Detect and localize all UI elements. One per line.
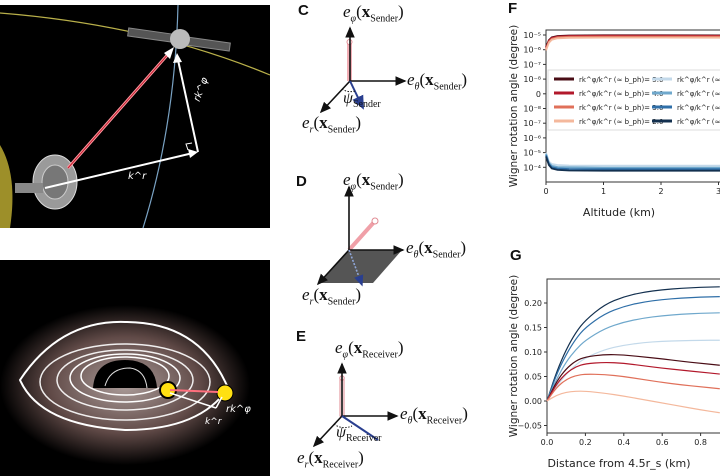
- y-axis-label: Wigner rotation angle (degree): [508, 275, 520, 437]
- black-hole-illustration: k^r rk^φ: [0, 260, 270, 476]
- kr-label: k^r: [128, 171, 147, 182]
- legend-label: rk^φ/k^r (≈ b_ph)=: [677, 118, 720, 126]
- series-line-4: [545, 36, 720, 51]
- y-tick-label: 0: [536, 90, 541, 99]
- x-axis-label: Altitude (km): [583, 206, 655, 219]
- label-c-ephi: eφ(xSender): [343, 2, 404, 25]
- tangent-plane: [320, 250, 402, 283]
- panel-label-e: E: [296, 328, 307, 345]
- legend-label: rk^φ/k^r (≈ b_ph)= 4.0: [579, 90, 663, 98]
- series-line-3: [546, 312, 720, 402]
- receiver-dot: [216, 384, 234, 402]
- x-tick-label: 1: [601, 187, 606, 196]
- label-e-psi: ψReceiver: [336, 424, 382, 445]
- series-line-4: [546, 339, 720, 402]
- signal-arrow: [169, 389, 219, 393]
- basis-vector-diagrams: [312, 26, 407, 448]
- y-tick-label: 0.05: [524, 373, 542, 382]
- x-tick-label: 0.8: [694, 438, 707, 447]
- series-line-8: [546, 390, 720, 414]
- label-e-ephi: eφ(xReceiver): [335, 338, 404, 361]
- panel-label-c: C: [298, 2, 309, 19]
- series-line-8: [545, 156, 720, 172]
- panel-label-d: D: [296, 173, 307, 190]
- legend-label: rk^φ/k^r (≈ b_ph)= 5.0: [579, 76, 663, 84]
- y-tick-label: 0.20: [524, 299, 542, 308]
- y-tick-label: 10⁻⁸: [523, 75, 541, 84]
- kr-arrow: [44, 152, 194, 189]
- x-tick-label: 0.6: [656, 438, 669, 447]
- series-line-1: [546, 286, 720, 402]
- rkphi-label: rk^φ: [226, 404, 251, 415]
- legend-label: rk^φ/k^r (≈ b_ph)=: [677, 90, 720, 98]
- y-tick-label: 0.10: [524, 348, 542, 357]
- y-tick-label: 10⁻⁷: [523, 60, 541, 69]
- legend-label: rk^φ/k^r (≈ b_ph)= 3.0: [579, 104, 663, 112]
- diagram-c: [319, 26, 407, 114]
- black-hole: [93, 360, 157, 388]
- y-axis-label: Wigner rotation angle (degree): [508, 25, 520, 187]
- satellite-illustration: k^r rk^φ: [0, 5, 270, 228]
- chart-f: 10⁻⁵ 10⁻⁶ 10⁻⁷ 10⁻⁸ 0 10⁻⁸ 10⁻⁷ 10⁻⁶ 10⁻⁵ 10⁻⁴ 0 1 2…: [508, 25, 720, 219]
- diagram-d: [316, 185, 405, 287]
- label-e-etheta: eθ(xReceiver): [400, 404, 468, 427]
- label-e-er: er(xReceiver): [297, 448, 364, 471]
- y-tick-label: 10⁻⁴: [523, 163, 541, 172]
- series-line-6: [546, 361, 720, 402]
- label-d-er: er(xSender): [302, 285, 362, 308]
- x-tick-label: 0.4: [617, 438, 630, 447]
- label-d-etheta: eθ(xSender): [406, 238, 467, 261]
- panel-label-f: F: [508, 0, 518, 17]
- x-tick-label: 0.2: [579, 438, 592, 447]
- series-line-2: [546, 296, 720, 402]
- series-line-5: [546, 354, 720, 402]
- rkphi-arrow: [177, 59, 199, 153]
- ground-dish-icon: [15, 154, 78, 210]
- y-tick-label: −0.05: [517, 422, 542, 431]
- series-line-7: [546, 373, 720, 402]
- y-tick-label: 10⁻⁵: [523, 31, 541, 40]
- legend-label: rk^φ/k^r (≈ b_ph)= 2.0: [579, 118, 663, 126]
- panel-label-g: G: [510, 247, 522, 264]
- x-tick-label: 2: [658, 187, 663, 196]
- label-c-etheta: eθ(xSender): [407, 70, 468, 93]
- y-tick-label: 0.00: [524, 397, 542, 406]
- kr-label: k^r: [205, 417, 223, 427]
- y-tick-label: 0.15: [524, 324, 542, 333]
- y-tick-label: 10⁻⁶: [523, 46, 541, 55]
- x-axis-label: Distance from 4.5r_s (km): [547, 457, 690, 470]
- y-tick-label: 10⁻⁷: [523, 119, 541, 128]
- chart-g: 0.20 0.15 0.10 0.05 0.00 −0.05 0.0 0.2 0.4 0.6 0.8…: [508, 275, 720, 470]
- label-c-psi: ψSender: [343, 90, 381, 111]
- legend-label: rk^φ/k^r (≈ b_ph)=: [677, 76, 720, 84]
- x-tick-label: 3: [716, 187, 720, 196]
- y-tick-label: 10⁻⁶: [523, 134, 541, 143]
- diagram-e: [312, 362, 399, 448]
- y-tick-label: 10⁻⁸: [523, 105, 541, 114]
- x-tick-label: 0.0: [541, 438, 554, 447]
- y-tick-label: 10⁻⁵: [523, 149, 541, 158]
- satellite-icon: [127, 27, 231, 52]
- earth-edge: [0, 145, 13, 228]
- x-tick-label: 0: [543, 187, 548, 196]
- legend-label: rk^φ/k^r (≈ b_ph)=: [677, 104, 720, 112]
- label-c-er: er(xSender): [302, 113, 362, 136]
- label-d-ephi: eφ(xSender): [343, 170, 404, 193]
- legend: [547, 69, 720, 131]
